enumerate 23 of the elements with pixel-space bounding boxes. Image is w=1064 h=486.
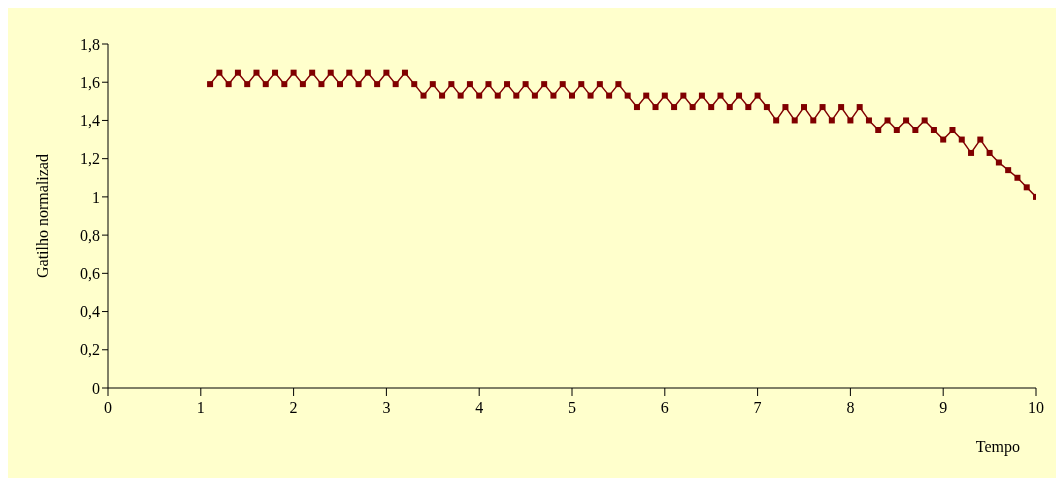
- y-tick-label: 0,6: [80, 265, 100, 283]
- y-tick-label: 0,4: [80, 303, 100, 321]
- x-tick-label: 4: [475, 399, 484, 417]
- x-tick-label: 10: [1028, 399, 1044, 417]
- y-tick-label: 0,2: [80, 341, 100, 359]
- x-tick-label: 0: [104, 399, 112, 417]
- x-tick-label: 6: [660, 399, 669, 417]
- y-tick-label: 1,2: [80, 150, 100, 168]
- x-tick-label: 5: [568, 399, 576, 417]
- x-tick-label: 1: [196, 399, 205, 417]
- x-tick-label: 7: [753, 399, 762, 417]
- y-tick-label: 1,8: [80, 35, 100, 53]
- y-tick-label: 0,8: [80, 226, 100, 244]
- y-tick-label: 0: [92, 379, 100, 397]
- x-tick-label: 9: [939, 399, 948, 417]
- y-tick-label: 1: [92, 188, 100, 206]
- x-tick-label: 8: [846, 399, 855, 417]
- y-axis-title: Gatilho normalizad: [33, 154, 51, 278]
- x-tick-label: 2: [289, 399, 298, 417]
- x-tick-label: 3: [382, 399, 391, 417]
- y-tick-label: 1,4: [80, 112, 100, 130]
- y-tick-label: 1,6: [80, 73, 100, 91]
- x-axis-title: Tempo: [975, 438, 1020, 456]
